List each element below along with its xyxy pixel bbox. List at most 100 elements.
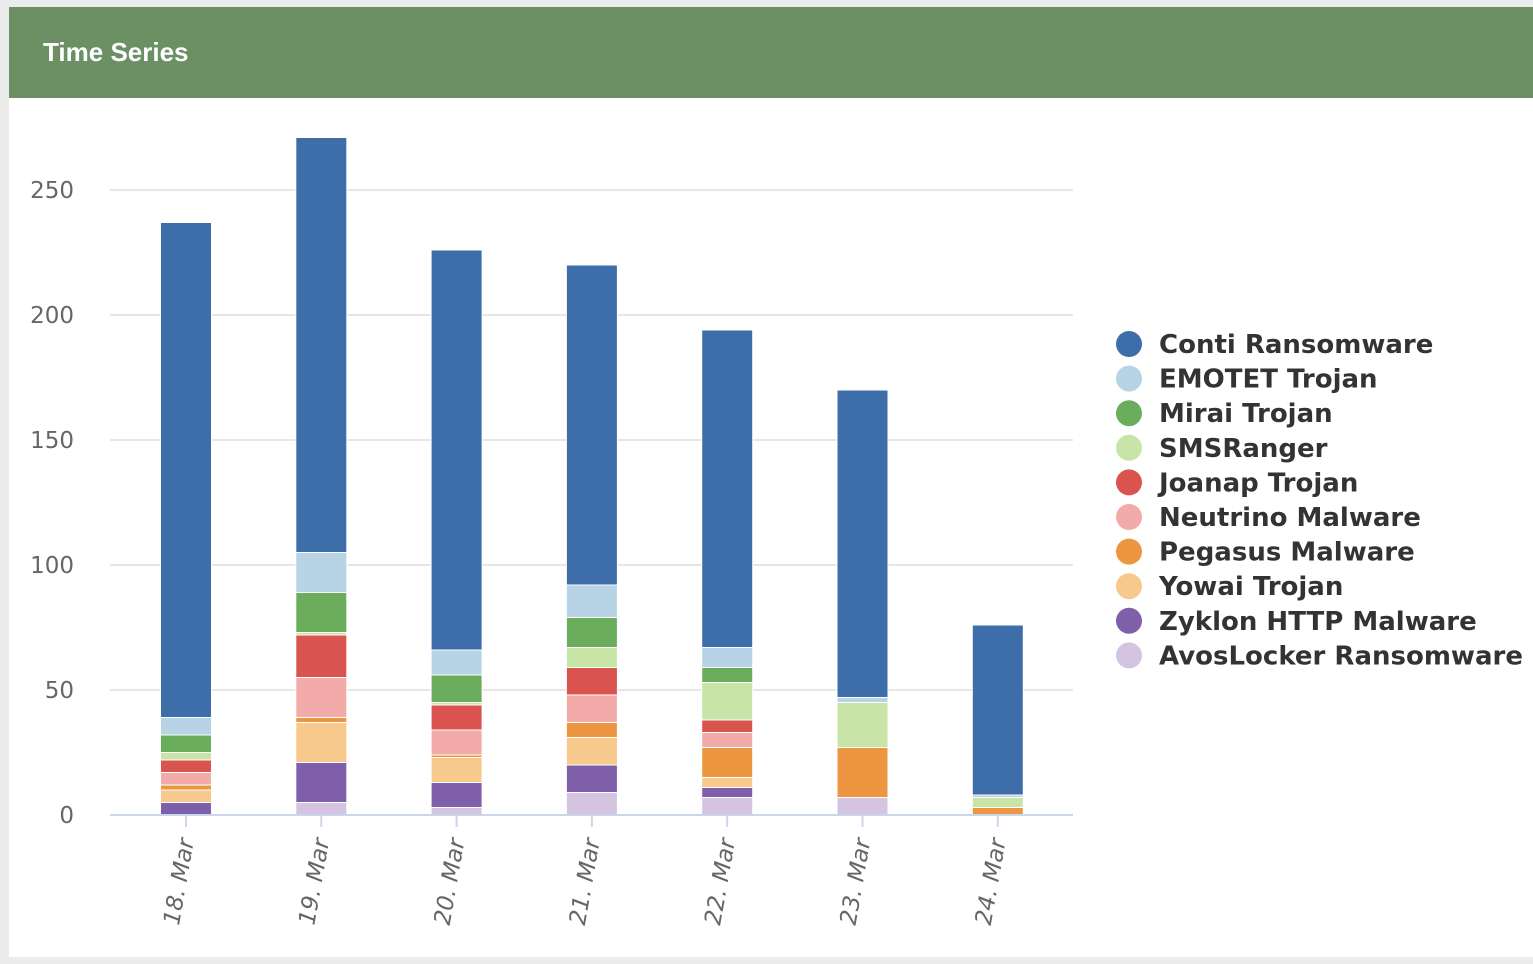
legend-item[interactable]: SMSRanger	[1116, 434, 1328, 464]
bar-segment[interactable]	[295, 634, 348, 678]
x-tick-label: 24. Mar	[971, 835, 1012, 927]
bar-segment[interactable]	[565, 617, 618, 648]
x-tick-label: 18. Mar	[159, 835, 200, 927]
legend-item[interactable]: Conti Ransomware	[1116, 330, 1433, 360]
bar-segment[interactable]	[836, 797, 889, 816]
legend-marker	[1116, 365, 1142, 392]
bar-segment[interactable]	[701, 719, 754, 733]
bar-segment[interactable]	[160, 772, 212, 786]
bar-segment[interactable]	[565, 667, 618, 696]
legend-label: Neutrino Malware	[1159, 503, 1421, 533]
bar-segment[interactable]	[160, 802, 212, 816]
bar-segment[interactable]	[295, 137, 348, 553]
bar-segment[interactable]	[701, 647, 754, 668]
axes: 0 50 100 150 200 250 18. Mar 19. Mar 20. Mar 21. …	[30, 178, 1073, 927]
bar-segment[interactable]	[295, 592, 348, 633]
legend-marker	[1116, 400, 1142, 427]
bar-segment[interactable]	[565, 647, 618, 668]
bar-segment[interactable]	[430, 674, 483, 703]
legend-marker	[1116, 331, 1142, 357]
bar-segment[interactable]	[160, 789, 212, 803]
x-tick-label: 20. Mar	[430, 835, 471, 927]
bar-segment[interactable]	[295, 677, 348, 718]
bar-segment[interactable]	[836, 697, 889, 703]
legend-item[interactable]: EMOTET Trojan	[1116, 365, 1378, 395]
bar-segment[interactable]	[701, 329, 754, 648]
bar-segment[interactable]	[565, 722, 618, 738]
bar-segment[interactable]	[160, 734, 212, 753]
bar-segment[interactable]	[295, 762, 348, 803]
legend-label: Zyklon HTTP Malware	[1159, 607, 1477, 637]
x-tick-label: 19. Mar	[294, 835, 335, 927]
bar-segment[interactable]	[295, 802, 348, 816]
y-tick-label: 200	[30, 303, 74, 329]
bar-segment[interactable]	[836, 747, 889, 798]
legend-item[interactable]: Neutrino Malware	[1116, 503, 1421, 533]
y-tick-label: 150	[30, 428, 74, 454]
x-tick-label: 23. Mar	[836, 835, 877, 927]
legend-item[interactable]: AvosLocker Ransomware	[1116, 641, 1523, 671]
bar-segment[interactable]	[160, 784, 212, 791]
bar-stacks	[160, 137, 1024, 816]
bar-segment[interactable]	[565, 792, 618, 816]
bar-segment[interactable]	[430, 704, 483, 731]
bar-segment[interactable]	[971, 624, 1024, 796]
bar-segment[interactable]	[701, 777, 754, 788]
bar-segment[interactable]	[295, 552, 348, 593]
x-tick-label: 22. Mar	[700, 835, 741, 927]
bar-segment[interactable]	[430, 249, 483, 651]
legend-item[interactable]: Yowai Trojan	[1116, 572, 1343, 602]
bar-segment[interactable]	[430, 757, 483, 783]
legend-label: Pegasus Malware	[1159, 538, 1415, 568]
bar-segment[interactable]	[160, 759, 212, 773]
bar-segment[interactable]	[701, 787, 754, 798]
bar-segment[interactable]	[565, 584, 618, 618]
bar-segment[interactable]	[565, 264, 618, 586]
bar-segment[interactable]	[565, 764, 618, 793]
legend-label: Yowai Trojan	[1158, 572, 1343, 602]
bar-segment[interactable]	[701, 797, 754, 816]
bar-segment[interactable]	[565, 737, 618, 766]
legend-item[interactable]: Mirai Trojan	[1116, 399, 1333, 429]
bar-segment[interactable]	[430, 729, 483, 756]
bar-segment[interactable]	[160, 222, 212, 718]
legend-label: AvosLocker Ransomware	[1159, 641, 1523, 671]
bar-segment[interactable]	[160, 752, 212, 761]
bar-segment[interactable]	[430, 782, 483, 808]
bar-stack	[565, 264, 618, 816]
y-tick-label: 50	[45, 678, 74, 704]
legend-item[interactable]: Pegasus Malware	[1116, 538, 1415, 568]
bar-segment[interactable]	[701, 732, 754, 748]
bar-stack	[160, 222, 212, 816]
bar-segment[interactable]	[160, 717, 212, 736]
bar-segment[interactable]	[430, 807, 483, 816]
bar-stack	[295, 137, 348, 816]
legend-label: Conti Ransomware	[1159, 330, 1433, 360]
x-tick-label: 21. Mar	[565, 835, 606, 927]
bar-segment[interactable]	[701, 682, 754, 721]
bar-segment[interactable]	[295, 717, 348, 723]
legend-marker	[1116, 607, 1142, 634]
bar-segment[interactable]	[836, 702, 889, 748]
panel-title: Time Series	[43, 37, 189, 67]
bar-segment[interactable]	[971, 797, 1024, 808]
bar-stack	[836, 389, 889, 816]
bar-segment[interactable]	[701, 747, 754, 778]
bar-segment[interactable]	[971, 807, 1024, 816]
bar-segment[interactable]	[701, 667, 754, 683]
bar-stack	[701, 329, 754, 816]
bar-segment[interactable]	[295, 722, 348, 763]
y-tick-label: 250	[30, 178, 74, 204]
y-tick-label: 0	[59, 803, 74, 829]
legend-marker	[1116, 573, 1142, 600]
legend-item[interactable]: Joanap Trojan	[1116, 468, 1358, 498]
bar-segment[interactable]	[565, 694, 618, 723]
bar-stack	[971, 624, 1024, 816]
legend-marker	[1116, 469, 1142, 496]
legend-label: SMSRanger	[1159, 434, 1328, 464]
legend-item[interactable]: Zyklon HTTP Malware	[1116, 607, 1477, 637]
bar-segment[interactable]	[430, 649, 483, 676]
time-series-panel: Time Series	[9, 7, 1533, 957]
bar-segment[interactable]	[836, 389, 889, 698]
